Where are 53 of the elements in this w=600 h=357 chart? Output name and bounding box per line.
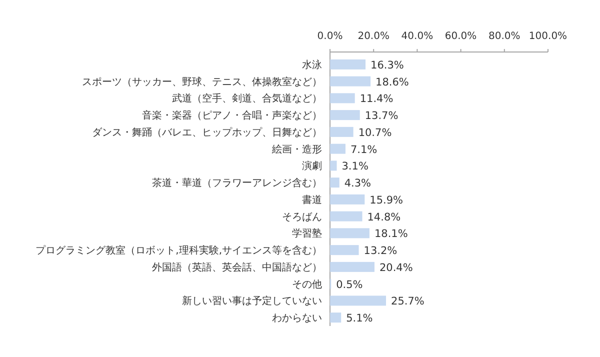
data-label: 25.7% xyxy=(391,296,424,308)
data-label: 0.5% xyxy=(336,278,363,291)
bar xyxy=(330,126,354,137)
y-tick-label: 新しい習い事は予定していない xyxy=(182,295,322,308)
x-tick-label: 0.0% xyxy=(317,31,343,42)
y-tick-label: 武道（空手、剣道、合気道など） xyxy=(172,92,322,105)
data-label: 18.1% xyxy=(374,228,408,240)
bar xyxy=(330,211,362,222)
y-tick-label: 学習塾 xyxy=(292,228,322,240)
data-label: 11.4% xyxy=(360,93,394,106)
bar xyxy=(330,76,371,86)
bar xyxy=(330,312,342,323)
x-tick-label: 40.0% xyxy=(401,31,434,42)
data-label: 3.1% xyxy=(342,160,368,173)
bar xyxy=(330,144,346,154)
bar xyxy=(330,59,366,70)
data-label: 5.1% xyxy=(346,312,373,325)
x-tick-label: 60.0% xyxy=(444,31,477,42)
y-tick-label: 絵画・造形 xyxy=(271,143,322,156)
data-label: 10.7% xyxy=(358,126,392,139)
data-label: 20.4% xyxy=(379,262,413,274)
y-tick-label: 水泳 xyxy=(302,58,322,71)
data-label: 15.9% xyxy=(370,194,404,206)
data-label: 13.2% xyxy=(364,245,398,258)
y-tick-label: 外国語（英語、英会話、中国語など） xyxy=(152,261,322,274)
bar xyxy=(330,160,337,171)
data-label: 4.3% xyxy=(344,178,372,190)
data-label: 7.1% xyxy=(350,144,378,156)
bar xyxy=(330,110,360,120)
data-label: 16.3% xyxy=(370,59,404,72)
y-tick-label: ダンス・舞踊（バレエ、ヒップホップ、日舞など） xyxy=(92,126,322,138)
bar xyxy=(330,228,370,238)
y-tick-label: スポーツ（サッカー、野球、テニス、体操教室など） xyxy=(82,76,322,88)
bar xyxy=(330,178,340,188)
y-tick-label: その他 xyxy=(292,278,322,290)
data-label: 18.6% xyxy=(376,76,409,88)
y-tick-label: そろばん xyxy=(282,212,322,223)
x-tick-label: 80.0% xyxy=(488,31,520,42)
y-tick-label: 茶道・華道（フラワーアレンジ含む） xyxy=(152,177,322,190)
x-tick-label: 20.0% xyxy=(358,31,390,42)
x-tick-label: 100.0% xyxy=(528,31,568,42)
bar xyxy=(330,262,374,272)
bar xyxy=(330,245,359,256)
bar xyxy=(330,296,386,306)
data-label: 13.7% xyxy=(364,110,398,122)
y-tick-label: 演劇 xyxy=(302,160,322,172)
y-tick-label: わからない xyxy=(272,313,322,324)
y-tick-label: 書道 xyxy=(302,194,322,206)
y-tick-label: 音楽・楽器（ピアノ・合唱・声楽など） xyxy=(142,110,322,122)
bar xyxy=(330,194,365,204)
data-label: 14.8% xyxy=(367,211,401,224)
bar xyxy=(330,93,355,104)
y-tick-label: プログラミング教室（ロボット,理科実験,サイエンス等を含む） xyxy=(36,244,322,257)
